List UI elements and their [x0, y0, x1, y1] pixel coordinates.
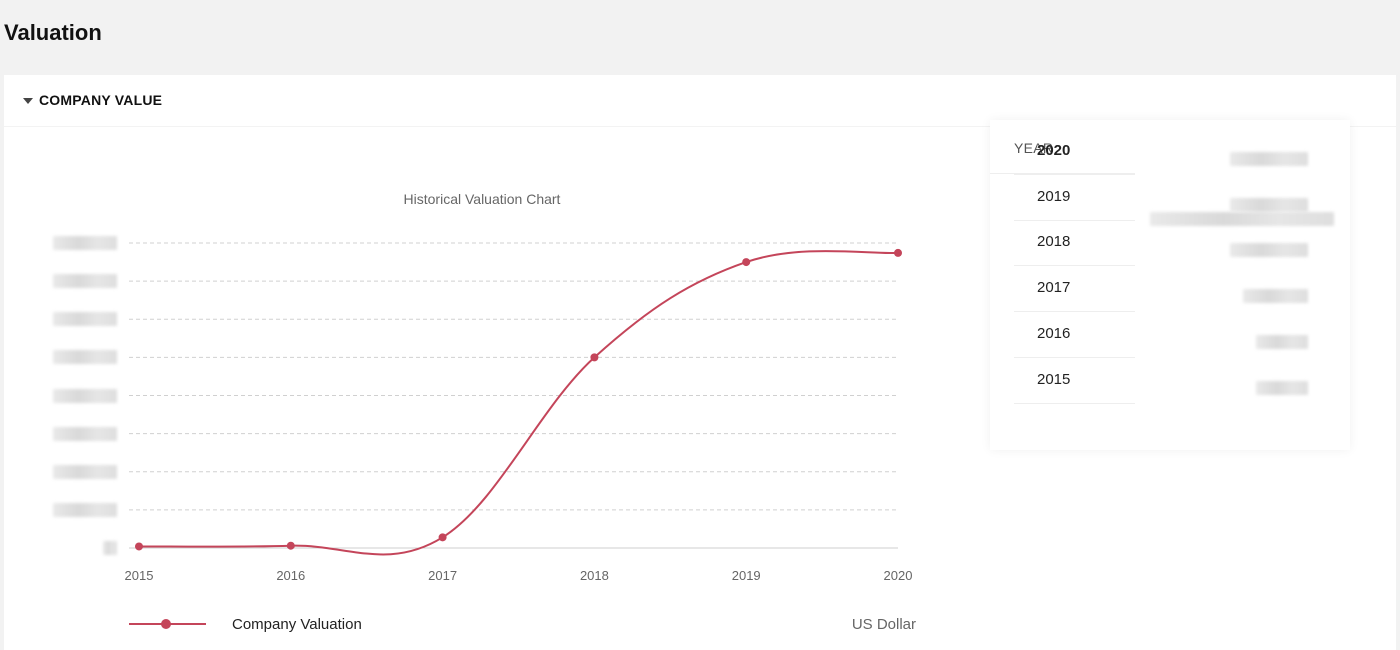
- x-tick-label: 2020: [884, 568, 913, 583]
- data-points: [135, 248, 902, 551]
- row-year: 2017: [1037, 279, 1071, 297]
- table-row[interactable]: 2017: [1014, 266, 1135, 313]
- x-tick-label: 2018: [580, 568, 609, 583]
- table-row[interactable]: 2019: [1014, 175, 1135, 221]
- valuation-table: YEAR 2020 2019 2018 2017 2016 2015: [990, 120, 1350, 450]
- series-line-company-valuation: [138, 250, 899, 556]
- y-tick-label-redacted: [53, 236, 117, 250]
- x-tick-label: 2016: [276, 568, 305, 583]
- valuation-chart: Historical Valuation Chart 2015 2016 2017 2…: [125, 191, 916, 633]
- row-year: 2018: [1037, 233, 1071, 251]
- data-point[interactable]: [894, 248, 902, 257]
- y-tick-label-redacted: [53, 274, 117, 289]
- y-tick-label-redacted: [53, 388, 117, 403]
- unit-label: US Dollar: [852, 616, 916, 633]
- section-title[interactable]: COMPANY VALUE: [39, 92, 163, 108]
- row-year: 2020: [1037, 142, 1071, 159]
- table-row[interactable]: 2018: [1014, 220, 1135, 267]
- data-point[interactable]: [135, 542, 143, 551]
- y-tick-label-redacted: [53, 502, 117, 517]
- x-tick-label: 2019: [732, 568, 761, 583]
- x-tick-labels: 2015 2016 2017 2018 2019 2020: [125, 568, 913, 583]
- row-year: 2016: [1037, 324, 1071, 342]
- data-point[interactable]: [286, 541, 295, 550]
- row-value-redacted: [1256, 380, 1308, 395]
- row-year: 2019: [1037, 187, 1071, 205]
- data-point[interactable]: [742, 258, 751, 267]
- row-value-redacted: [1230, 197, 1308, 212]
- table-row[interactable]: 2015: [1014, 358, 1135, 404]
- table-row[interactable]: 2016: [1014, 312, 1135, 358]
- gridlines: [129, 242, 898, 511]
- y-tick-label-redacted: [53, 312, 117, 327]
- legend-label[interactable]: Company Valuation: [232, 616, 362, 633]
- data-point[interactable]: [438, 533, 447, 542]
- data-point[interactable]: [590, 353, 599, 362]
- legend-marker-icon: [161, 619, 171, 629]
- y-tick-label-redacted: [53, 426, 117, 441]
- table-row[interactable]: 2020: [1014, 129, 1135, 175]
- table-header-year[interactable]: YEAR: [1014, 140, 1054, 156]
- x-tick-label: 2017: [428, 568, 457, 583]
- x-tick-label: 2015: [125, 568, 154, 583]
- y-tick-label-redacted: [53, 464, 117, 479]
- header-divider: [990, 173, 1135, 174]
- y-tick-label-redacted: [103, 541, 117, 555]
- table-header-value-redacted: [1150, 212, 1334, 226]
- y-tick-label-redacted: [53, 350, 117, 365]
- chart-title: Historical Valuation Chart: [404, 191, 561, 207]
- caret-down-icon[interactable]: [23, 98, 33, 104]
- row-value-redacted: [1243, 289, 1308, 304]
- page-title: Valuation: [4, 20, 102, 45]
- section-header[interactable]: COMPANY VALUE: [4, 75, 1396, 127]
- row-value-redacted: [1256, 334, 1308, 349]
- row-value-redacted: [1230, 152, 1308, 166]
- row-year: 2015: [1037, 370, 1071, 388]
- row-value-redacted: [1230, 243, 1308, 258]
